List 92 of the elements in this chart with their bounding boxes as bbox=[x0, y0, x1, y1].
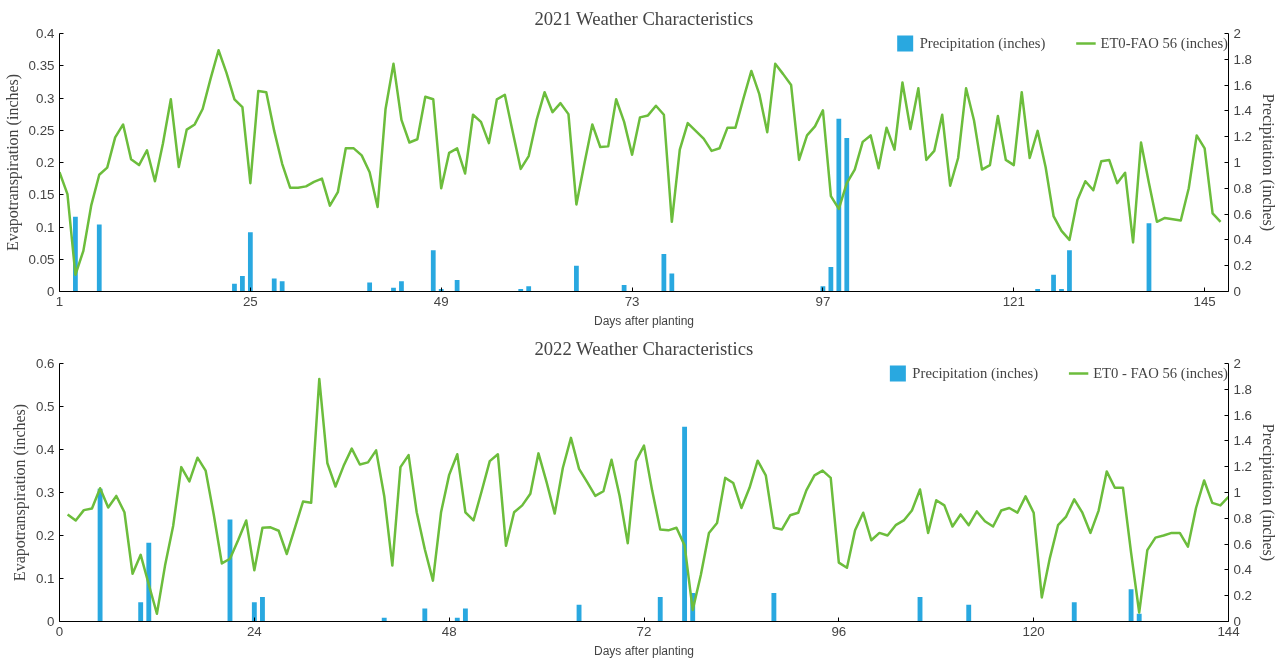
bar bbox=[966, 604, 972, 622]
bar bbox=[574, 265, 579, 292]
y2-tick-label: 2 bbox=[1233, 356, 1241, 371]
legend-label: Precipitation (inches) bbox=[912, 364, 1039, 382]
x-tick-label: 145 bbox=[1193, 293, 1216, 309]
bar bbox=[1128, 589, 1134, 622]
x-tick-label: 49 bbox=[433, 293, 449, 309]
y2-tick-label: 1.4 bbox=[1233, 433, 1253, 449]
bar bbox=[771, 593, 777, 622]
bar bbox=[430, 250, 436, 292]
y2-tick-label: 0.6 bbox=[1233, 206, 1253, 222]
y2-axis-title: Precipitation (inches) bbox=[1259, 423, 1278, 562]
bar bbox=[399, 281, 404, 292]
bar bbox=[1067, 250, 1072, 292]
bar bbox=[1136, 613, 1142, 622]
y2-tick-label: 0.4 bbox=[1233, 562, 1253, 578]
y-tick-label: 0.35 bbox=[28, 58, 55, 74]
x-tick-label: 72 bbox=[636, 623, 652, 639]
y2-tick-label: 1 bbox=[1233, 485, 1241, 500]
y-tick-label: 0.5 bbox=[35, 399, 55, 414]
y2-tick-label: 0.2 bbox=[1233, 588, 1253, 604]
y-tick-label: 0.1 bbox=[35, 571, 55, 586]
y2-tick-label: 1.2 bbox=[1233, 459, 1253, 475]
y-tick-label: 0.15 bbox=[28, 187, 55, 203]
bar bbox=[232, 283, 237, 292]
bar bbox=[828, 266, 834, 292]
legend-label: ET0 - FAO 56 (inches) bbox=[1093, 364, 1228, 382]
bar bbox=[454, 279, 460, 292]
y-tick-label: 0.4 bbox=[35, 26, 56, 41]
x-tick-label: 24 bbox=[246, 623, 263, 639]
y-tick-label: 0.6 bbox=[35, 356, 55, 371]
y2-axis-title: Precipitation (inches) bbox=[1259, 93, 1278, 232]
x-tick-label: 1 bbox=[55, 293, 64, 309]
bar bbox=[844, 137, 850, 292]
y-tick-label: 0.3 bbox=[35, 90, 55, 106]
bar bbox=[682, 426, 688, 622]
bar bbox=[657, 596, 663, 622]
y-tick-label: 0.4 bbox=[35, 442, 56, 457]
bar bbox=[138, 602, 144, 622]
y-tick-label: 0.2 bbox=[35, 528, 55, 543]
bar bbox=[621, 285, 627, 292]
bar bbox=[661, 254, 667, 292]
x-axis-title: Days after planting bbox=[593, 643, 695, 658]
bar bbox=[97, 488, 103, 622]
bar bbox=[1051, 274, 1056, 292]
x-tick-label: 96 bbox=[831, 623, 847, 639]
y2-tick-label: 1.2 bbox=[1233, 129, 1253, 145]
bar bbox=[836, 118, 842, 292]
bar bbox=[669, 273, 675, 292]
bar bbox=[526, 286, 532, 292]
bar bbox=[96, 224, 102, 292]
chart-title: 2022 Weather Characteristics bbox=[534, 337, 754, 359]
chart-title: 2021 Weather Characteristics bbox=[534, 7, 754, 29]
x-tick-label: 73 bbox=[624, 293, 640, 309]
y-axis-title: Evapotranspiration (inches) bbox=[10, 403, 29, 582]
legend-label: ET0-FAO 56 (inches) bbox=[1100, 34, 1228, 52]
y-tick-label: 0.1 bbox=[35, 219, 55, 235]
x-axis-title: Days after planting bbox=[593, 313, 695, 328]
bar bbox=[1071, 602, 1077, 622]
y2-tick-label: 1 bbox=[1233, 155, 1241, 170]
bar bbox=[367, 282, 373, 292]
y-tick-label: 0.2 bbox=[35, 155, 55, 170]
bar bbox=[271, 278, 277, 292]
bar bbox=[251, 602, 257, 622]
x-tick-label: 97 bbox=[815, 293, 831, 309]
y2-tick-label: 2 bbox=[1233, 26, 1241, 41]
y2-tick-label: 1.4 bbox=[1233, 103, 1253, 119]
y2-tick-label: 0.2 bbox=[1233, 258, 1253, 274]
bar bbox=[279, 281, 285, 292]
y2-tick-label: 0.8 bbox=[1233, 510, 1253, 526]
y-tick-label: 0.05 bbox=[28, 251, 55, 267]
y-axis-title: Evapotranspiration (inches) bbox=[3, 73, 22, 252]
line-series bbox=[59, 49, 1222, 276]
y2-tick-label: 0.6 bbox=[1233, 536, 1253, 552]
y2-tick-label: 0.8 bbox=[1233, 180, 1253, 196]
x-tick-label: 25 bbox=[242, 293, 258, 309]
bar bbox=[462, 608, 468, 622]
y2-tick-label: 1.8 bbox=[1233, 51, 1253, 67]
y2-tick-label: 1.6 bbox=[1233, 77, 1253, 93]
x-tick-label: 48 bbox=[441, 623, 457, 639]
x-tick-label: 121 bbox=[1002, 293, 1025, 309]
bar bbox=[247, 232, 253, 292]
x-tick-label: 120 bbox=[1022, 623, 1045, 639]
bar bbox=[240, 276, 245, 292]
y2-tick-label: 1.8 bbox=[1233, 381, 1253, 397]
bar bbox=[422, 608, 428, 622]
y-tick-label: 0.3 bbox=[35, 485, 55, 500]
y2-tick-label: 1.6 bbox=[1233, 407, 1253, 423]
y2-tick-label: 0.4 bbox=[1233, 232, 1253, 248]
bar bbox=[260, 596, 265, 622]
legend-label: Precipitation (inches) bbox=[919, 34, 1046, 52]
y-tick-label: 0.25 bbox=[28, 122, 55, 138]
